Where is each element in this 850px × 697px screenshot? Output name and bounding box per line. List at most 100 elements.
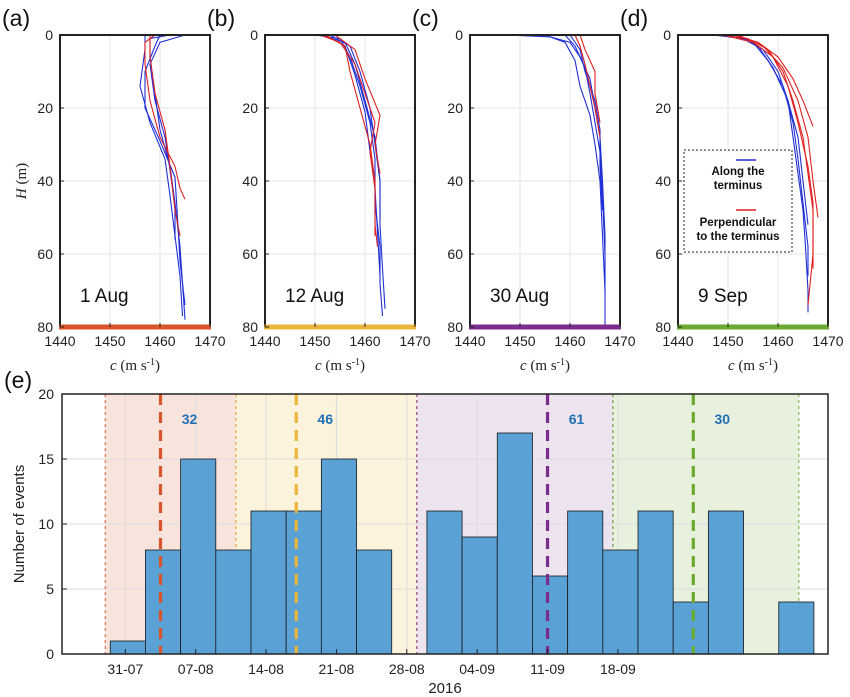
histogram-bar — [496, 432, 533, 655]
y-tick-label: 0 — [45, 27, 53, 43]
y-tick-label: 0 — [455, 27, 463, 43]
x-tick-label: 07-08 — [178, 661, 214, 677]
x-tick-label: 04-09 — [459, 661, 495, 677]
legend-box — [683, 149, 793, 253]
histogram-panel: 32 46 61 30 0 5 10 15 20 31-07 07-08 14-08 21-08 28-0… — [4, 367, 829, 697]
y-tick-label: 20 — [447, 100, 463, 116]
profile-perp-line — [144, 34, 186, 200]
y-tick-label: 80 — [37, 319, 53, 335]
y-tick-label: 10 — [38, 516, 54, 532]
profile-along-line — [324, 34, 381, 276]
x-tick-label: 1470 — [812, 333, 843, 349]
period-event-count: 32 — [182, 411, 198, 427]
histogram-bar — [707, 510, 744, 655]
profile-along-line — [544, 34, 606, 291]
x-axis-label: 2016 — [428, 680, 461, 697]
histogram-bar — [109, 640, 146, 655]
histogram-bar — [567, 510, 604, 655]
y-tick-label: 20 — [38, 386, 54, 402]
y-tick-label: 60 — [655, 246, 671, 262]
histogram-bar — [320, 458, 357, 655]
date-label: 12 Aug — [285, 286, 344, 307]
x-tick-label: 1440 — [662, 333, 693, 349]
panel-label: (d) — [620, 5, 648, 31]
period-event-count: 46 — [317, 411, 333, 427]
y-tick-label: 60 — [447, 246, 463, 262]
histogram-bar — [180, 458, 217, 655]
y-tick-label: 0 — [250, 27, 258, 43]
profile-perp-line — [722, 34, 814, 269]
y-tick-label: 40 — [655, 173, 671, 189]
x-tick-label: 1470 — [194, 333, 225, 349]
profile-along-line — [564, 34, 606, 255]
histogram-bar — [461, 536, 498, 655]
x-tick-label: 14-08 — [248, 661, 284, 677]
period-event-count: 30 — [715, 411, 731, 427]
x-tick-label: 1440 — [44, 333, 75, 349]
legend: Along the terminus Perpendicular to the ter… — [683, 149, 793, 253]
x-tick-label: 1440 — [249, 333, 280, 349]
profile-along-line — [569, 34, 604, 211]
histogram-bar — [672, 601, 709, 655]
x-tick-label: 1470 — [604, 333, 635, 349]
profile-perp-line — [579, 34, 601, 123]
histogram-bar — [215, 549, 252, 655]
histogram-bar — [285, 510, 322, 655]
histogram-bar — [426, 510, 463, 655]
profile-along-line — [149, 34, 186, 240]
histogram-bar — [356, 549, 393, 655]
x-tick-label: 18-09 — [600, 661, 636, 677]
legend-label-perp: to the terminus — [696, 231, 779, 243]
y-tick-label: 0 — [46, 646, 54, 662]
profile-panel-4: 1440 1450 1460 1470 0 20 40 60 80 (d) 9 Sep c (m s-… — [620, 5, 844, 374]
profile-panel-2: 1440 1450 1460 1470 0 20 40 60 80 (b) 12 Aug c (m s… — [207, 5, 431, 374]
panel-label: (a) — [2, 5, 30, 31]
histogram-bar — [250, 510, 287, 655]
y-axis-label: Number of events — [11, 465, 28, 583]
histogram-bar — [145, 549, 182, 655]
profile-perp-line — [737, 34, 819, 218]
date-color-bar — [264, 324, 416, 330]
x-tick-label: 1460 — [762, 333, 793, 349]
y-tick-label: 0 — [663, 27, 671, 43]
profile-along-line — [144, 34, 186, 306]
histogram-bar — [778, 601, 815, 655]
period-event-count: 61 — [569, 411, 585, 427]
x-tick-label: 1450 — [299, 333, 330, 349]
x-tick-label: 1470 — [399, 333, 430, 349]
y-tick-label: 60 — [37, 246, 53, 262]
x-tick-label: 31-07 — [107, 661, 143, 677]
y-tick-label: 20 — [37, 100, 53, 116]
profile-perp-line — [574, 34, 601, 138]
x-tick-label: 1440 — [454, 333, 485, 349]
x-tick-label: 1450 — [504, 333, 535, 349]
y-tick-label: 5 — [46, 581, 54, 597]
profile-panel-3: 1440 1450 1460 1470 0 20 40 60 80 (c) 30 Aug c (m s… — [412, 5, 636, 374]
profile-along-line — [329, 34, 381, 218]
x-tick-label: 1450 — [94, 333, 125, 349]
x-tick-label: 1450 — [712, 333, 743, 349]
histogram-bar — [637, 510, 674, 655]
y-tick-label: 15 — [38, 451, 54, 467]
profile-perp-line — [324, 34, 376, 236]
date-label: 1 Aug — [80, 286, 129, 307]
y-tick-label: 20 — [242, 100, 258, 116]
histogram-bar — [602, 549, 639, 655]
x-tick-label: 28-08 — [389, 661, 425, 677]
date-label: 30 Aug — [490, 286, 549, 307]
profile-along-line — [314, 34, 384, 317]
x-axis-label: c (m s-1) — [110, 357, 160, 375]
x-tick-label: 1460 — [554, 333, 585, 349]
x-tick-label: 21-08 — [319, 661, 355, 677]
panel-label: (e) — [4, 367, 32, 393]
y-tick-label: 60 — [242, 246, 258, 262]
x-tick-label: 11-09 — [530, 661, 565, 677]
profile-perp-line — [334, 34, 381, 174]
y-tick-label: 40 — [447, 173, 463, 189]
y-tick-label: 20 — [655, 100, 671, 116]
profile-along-line — [139, 35, 184, 317]
profile-panel-1: 1440 1450 1460 1470 0 20 40 60 80 (a) 1 Aug c (m s-… — [2, 5, 226, 374]
x-tick-label: 1460 — [144, 333, 175, 349]
x-axis-label: c (m s-1) — [315, 357, 365, 375]
